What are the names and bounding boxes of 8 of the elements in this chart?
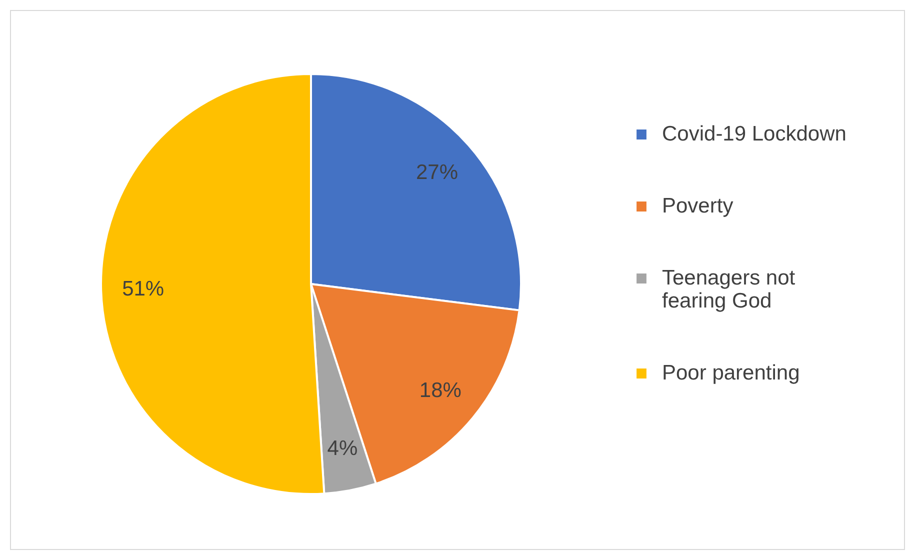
data-label: 18%: [419, 379, 462, 402]
legend-label: Poor parenting: [662, 362, 800, 384]
data-label: 51%: [122, 277, 164, 300]
legend-label: Teenagers not fearing God: [662, 266, 796, 312]
data-label: 27%: [416, 160, 458, 184]
legend-label: Covid-19 Lockdown: [662, 122, 846, 146]
data-label: 4%: [327, 437, 358, 460]
legend-label: Poverty: [662, 194, 734, 218]
